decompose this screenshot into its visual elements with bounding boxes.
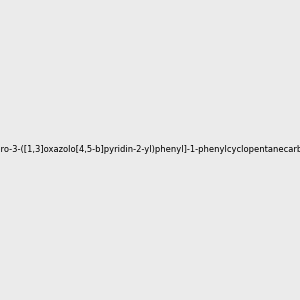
Text: N-[4-chloro-3-([1,3]oxazolo[4,5-b]pyridin-2-yl)phenyl]-1-phenylcyclopentanecarbo: N-[4-chloro-3-([1,3]oxazolo[4,5-b]pyridi…	[0, 146, 300, 154]
